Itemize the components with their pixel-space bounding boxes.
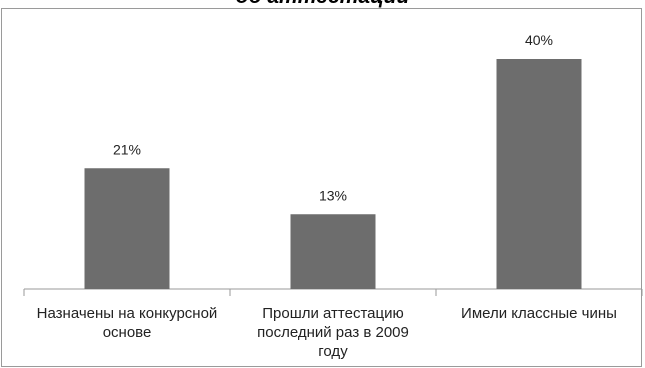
data-label: 40%: [525, 32, 553, 48]
chart-frame: [1, 8, 642, 367]
category-label: последний раз в 2009: [257, 324, 409, 341]
category-label: Назначены на конкурсной: [37, 305, 218, 322]
data-label: 13%: [319, 187, 347, 203]
bar: [496, 59, 582, 289]
bar: [84, 168, 170, 289]
category-label: году: [318, 343, 348, 360]
bar: [290, 214, 376, 289]
category-label: Имели классные чины: [461, 305, 617, 322]
category-label: Прошли аттестацию: [262, 305, 404, 322]
category-label: основе: [103, 324, 152, 341]
chart-title: об аттестации: [0, 0, 645, 10]
data-label: 21%: [113, 141, 141, 157]
